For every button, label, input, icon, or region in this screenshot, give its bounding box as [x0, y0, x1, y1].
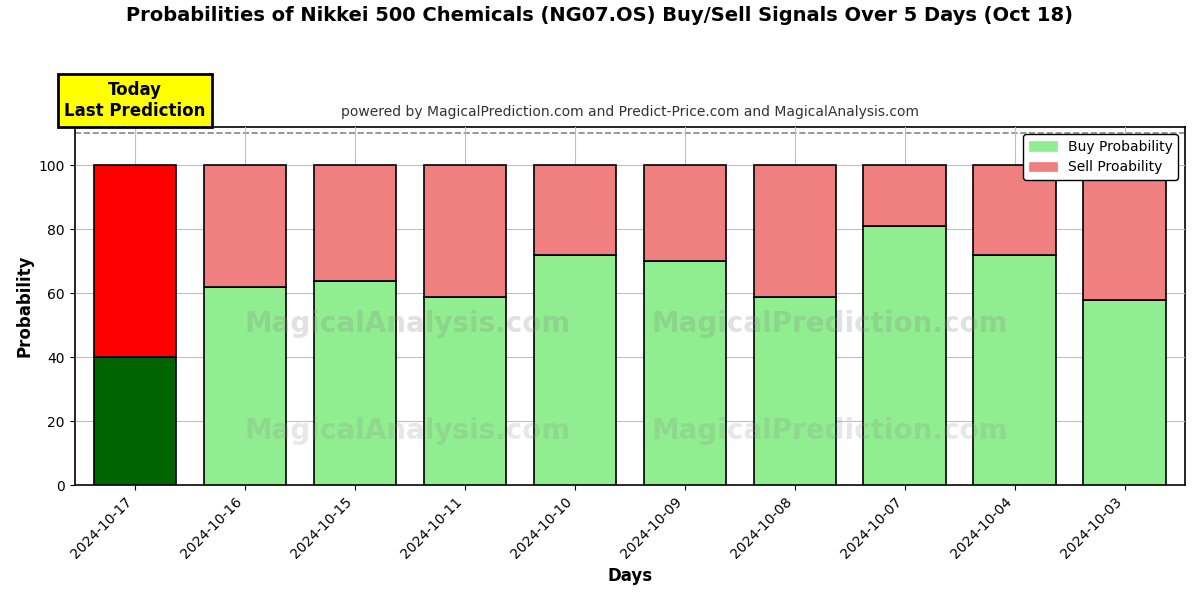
- X-axis label: Days: Days: [607, 567, 653, 585]
- Text: MagicalAnalysis.com: MagicalAnalysis.com: [245, 418, 571, 445]
- Bar: [424, 166, 506, 296]
- Bar: [424, 296, 506, 485]
- Bar: [973, 255, 1056, 485]
- Text: Probabilities of Nikkei 500 Chemicals (NG07.OS) Buy/Sell Signals Over 5 Days (Oc: Probabilities of Nikkei 500 Chemicals (N…: [126, 6, 1074, 25]
- Bar: [643, 262, 726, 485]
- Bar: [313, 166, 396, 281]
- Bar: [754, 296, 836, 485]
- Bar: [94, 166, 176, 357]
- Bar: [864, 166, 946, 226]
- Bar: [1084, 166, 1165, 300]
- Bar: [534, 166, 616, 255]
- Bar: [94, 357, 176, 485]
- Y-axis label: Probability: Probability: [16, 255, 34, 358]
- Bar: [204, 166, 287, 287]
- Bar: [754, 166, 836, 296]
- Text: MagicalPrediction.com: MagicalPrediction.com: [652, 418, 1008, 445]
- Text: MagicalPrediction.com: MagicalPrediction.com: [652, 310, 1008, 338]
- Title: powered by MagicalPrediction.com and Predict-Price.com and MagicalAnalysis.com: powered by MagicalPrediction.com and Pre…: [341, 105, 919, 119]
- Bar: [864, 226, 946, 485]
- Text: MagicalAnalysis.com: MagicalAnalysis.com: [245, 310, 571, 338]
- Bar: [643, 166, 726, 262]
- Bar: [534, 255, 616, 485]
- Bar: [973, 166, 1056, 255]
- Bar: [313, 281, 396, 485]
- Bar: [1084, 300, 1165, 485]
- Bar: [204, 287, 287, 485]
- Text: Today
Last Prediction: Today Last Prediction: [65, 81, 206, 120]
- Legend: Buy Probability, Sell Proability: Buy Probability, Sell Proability: [1024, 134, 1178, 180]
